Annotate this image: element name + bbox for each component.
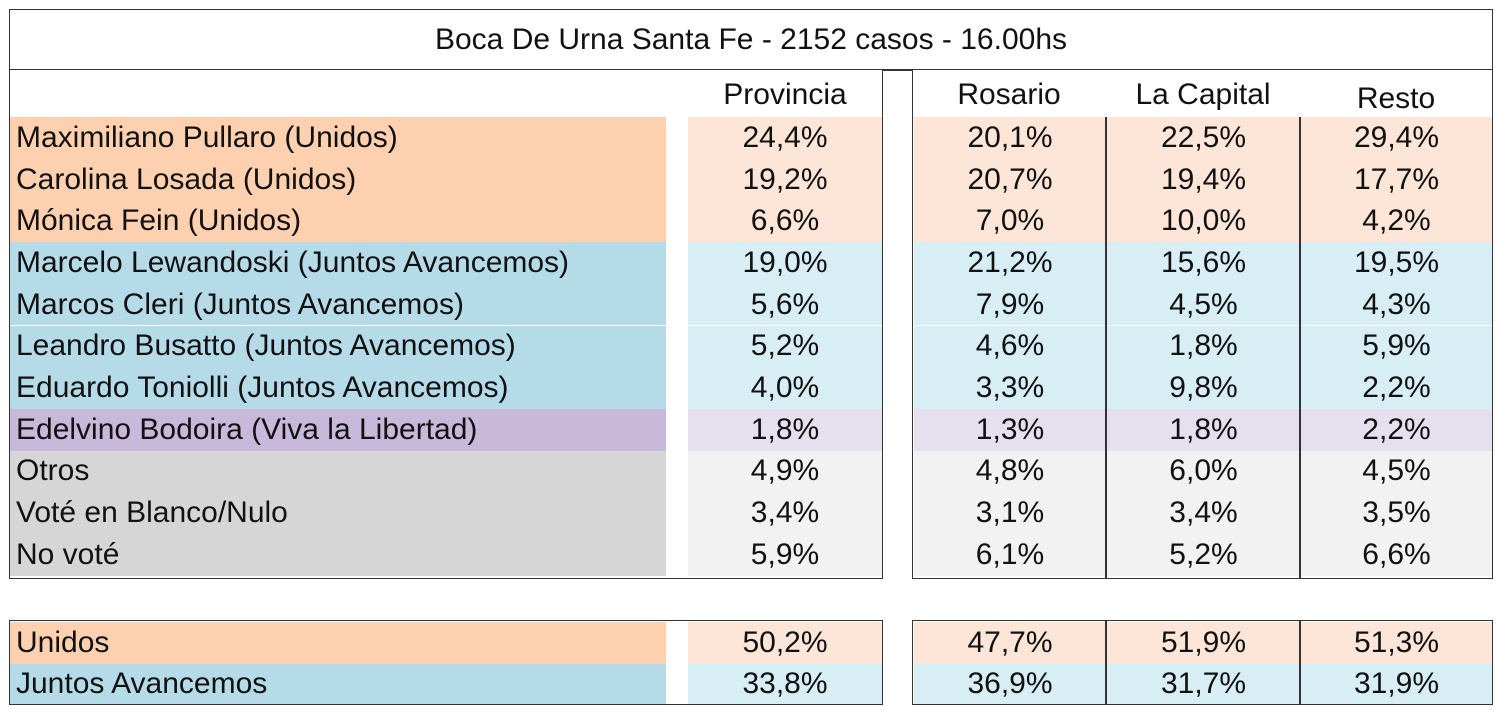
total-value-rosario: 47,7% [914,622,1106,664]
candidate-value-resto: 4,5% [1301,450,1492,493]
candidate-value-rosario: 6,1% [914,534,1106,576]
candidate-value-provincia: 6,6% [688,200,882,243]
candidate-name: Maximiliano Pullaro (Unidos) [10,117,666,159]
candidate-value-la-capital: 3,4% [1107,492,1300,534]
total-value-provincia: 33,8% [688,663,882,705]
header-resto: Resto [1356,82,1436,115]
candidate-value-rosario: 3,3% [914,367,1106,409]
candidate-value-resto: 4,2% [1301,200,1492,243]
total-value-rosario: 36,9% [914,663,1106,705]
total-row: Unidos 50,2% 47,7% 51,9% 51,3% [0,622,1500,664]
candidate-row: Otros 4,9% 4,8% 6,0% 4,5% [0,450,1500,493]
title-text: Boca De Urna Santa Fe - 2152 casos - 16.… [434,23,1068,56]
total-value-resto: 31,9% [1301,663,1492,705]
candidate-row: Mónica Fein (Unidos) 6,6% 7,0% 10,0% 4,2% [0,200,1500,243]
header-provincia: Provincia [723,78,847,111]
candidate-name: Voté en Blanco/Nulo [10,492,666,534]
main-table-title-join-left [882,69,913,71]
totals-divider-capital-resto [1299,620,1301,705]
candidate-row: Marcos Cleri (Juntos Avancemos) 5,6% 7,9% 4… [0,283,1500,326]
candidate-value-la-capital: 15,6% [1107,242,1300,284]
candidate-value-provincia: 5,6% [688,283,882,326]
candidate-value-resto: 2,2% [1301,367,1492,409]
candidate-value-resto: 19,5% [1301,242,1492,284]
candidate-row: Carolina Losada (Unidos) 19,2% 20,7% 19,4% 1… [0,158,1500,201]
candidate-value-provincia: 5,9% [688,534,882,576]
candidate-row: No voté 5,9% 6,1% 5,2% 6,6% [0,534,1500,576]
candidate-value-rosario: 3,1% [914,492,1106,534]
table-title: Boca De Urna Santa Fe - 2152 casos - 16.… [9,9,1493,70]
header-rosario: Rosario [957,78,1061,111]
candidate-name: Carolina Losada (Unidos) [10,158,666,201]
candidate-value-rosario: 21,2% [914,242,1106,284]
candidate-value-la-capital: 19,4% [1107,158,1300,201]
candidate-row: Edelvino Bodoira (Viva la Libertad) 1,8% 1… [0,408,1500,451]
candidate-value-la-capital: 10,0% [1107,200,1300,243]
candidate-value-provincia: 5,2% [688,325,882,368]
total-row: Juntos Avancemos 33,8% 36,9% 31,7% 31,9% [0,663,1500,705]
divider-rosario-capital [1105,117,1107,579]
candidate-name: No voté [10,534,666,576]
candidate-value-resto: 29,4% [1301,117,1492,159]
candidate-value-la-capital: 4,5% [1107,283,1300,326]
candidate-row: Maximiliano Pullaro (Unidos) 24,4% 20,1% 22… [0,117,1500,159]
candidate-value-rosario: 20,7% [914,158,1106,201]
header-la-capital: La Capital [1135,78,1271,111]
candidate-value-la-capital: 1,8% [1107,408,1300,451]
divider-capital-resto [1299,117,1301,579]
candidate-name: Otros [10,450,666,493]
candidate-name: Marcelo Lewandoski (Juntos Avancemos) [10,242,666,284]
candidate-value-resto: 17,7% [1301,158,1492,201]
total-value-la-capital: 31,7% [1107,663,1300,705]
total-value-provincia: 50,2% [688,622,882,664]
candidate-value-la-capital: 1,8% [1107,325,1300,368]
total-name: Unidos [10,622,666,664]
candidate-value-la-capital: 9,8% [1107,367,1300,409]
total-value-la-capital: 51,9% [1107,622,1300,664]
candidate-value-resto: 5,9% [1301,325,1492,368]
totals-divider-rosario-capital [1105,620,1107,705]
candidate-row: Marcelo Lewandoski (Juntos Avancemos) 19,… [0,242,1500,284]
candidate-value-la-capital: 5,2% [1107,534,1300,576]
candidate-row: Voté en Blanco/Nulo 3,4% 3,1% 3,4% 3,5% [0,492,1500,534]
candidate-value-provincia: 19,2% [688,158,882,201]
total-value-resto: 51,3% [1301,622,1492,664]
candidate-value-resto: 4,3% [1301,283,1492,326]
candidate-name: Leandro Busatto (Juntos Avancemos) [10,325,666,368]
candidate-value-rosario: 7,9% [914,283,1106,326]
candidate-value-provincia: 19,0% [688,242,882,284]
candidate-name: Mónica Fein (Unidos) [10,200,666,243]
candidate-value-rosario: 1,3% [914,408,1106,451]
total-name: Juntos Avancemos [10,663,666,705]
candidate-value-provincia: 3,4% [688,492,882,534]
candidate-value-provincia: 4,0% [688,367,882,409]
candidate-value-resto: 6,6% [1301,534,1492,576]
candidate-name: Marcos Cleri (Juntos Avancemos) [10,283,666,326]
candidate-value-provincia: 4,9% [688,450,882,493]
candidate-name: Edelvino Bodoira (Viva la Libertad) [10,408,666,451]
candidate-value-provincia: 24,4% [688,117,882,159]
candidate-value-rosario: 4,6% [914,325,1106,368]
candidate-row: Leandro Busatto (Juntos Avancemos) 5,2% 4,… [0,325,1500,368]
candidate-name: Eduardo Toniolli (Juntos Avancemos) [10,367,666,409]
candidate-value-provincia: 1,8% [688,408,882,451]
candidate-value-resto: 2,2% [1301,408,1492,451]
candidate-value-rosario: 20,1% [914,117,1106,159]
candidate-value-rosario: 4,8% [914,450,1106,493]
candidate-value-la-capital: 22,5% [1107,117,1300,159]
candidate-row: Eduardo Toniolli (Juntos Avancemos) 4,0% 3… [0,367,1500,409]
candidate-value-resto: 3,5% [1301,492,1492,534]
candidate-value-la-capital: 6,0% [1107,450,1300,493]
candidate-value-rosario: 7,0% [914,200,1106,243]
